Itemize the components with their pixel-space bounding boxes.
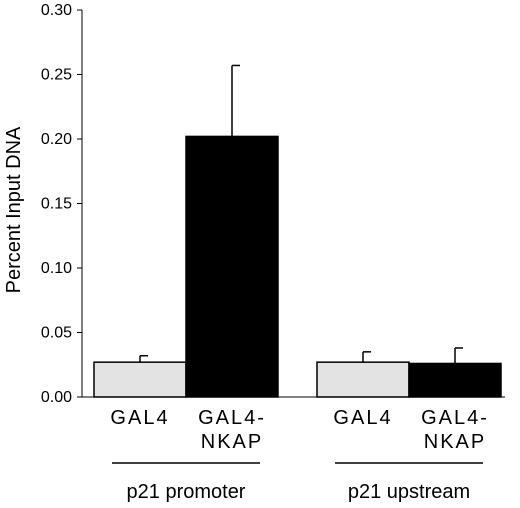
bar-g1-b0: [316, 361, 410, 398]
y-tick-label-6: 0.30: [41, 2, 72, 19]
y-tick-label-0: 0.00: [41, 389, 72, 406]
y-tick-label-4: 0.20: [41, 131, 72, 148]
bar-g0-b1: [185, 135, 279, 398]
y-tick-label-3: 0.15: [41, 196, 72, 213]
group-label-0: p21 promoter: [127, 481, 246, 503]
category-label-g0-b1-l0: GAL4-: [198, 407, 266, 429]
category-label-g1-b1-l1: NKAP: [424, 431, 486, 453]
category-label-g0-b0-l0: GAL4: [110, 407, 169, 429]
bar-g0-b0: [93, 361, 187, 398]
category-label-g1-b1-l0: GAL4-: [421, 407, 489, 429]
group-label-1: p21 upstream: [348, 481, 470, 503]
bar-g1-b1: [408, 362, 502, 398]
y-axis-label: Percent Input DNA: [3, 126, 25, 293]
y-tick-label-2: 0.10: [41, 260, 72, 277]
category-label-g0-b1-l1: NKAP: [201, 431, 263, 453]
y-tick-label-5: 0.25: [41, 67, 72, 84]
y-tick-label-1: 0.05: [41, 325, 72, 342]
category-label-g1-b0-l0: GAL4: [333, 407, 392, 429]
bars: [93, 64, 502, 398]
